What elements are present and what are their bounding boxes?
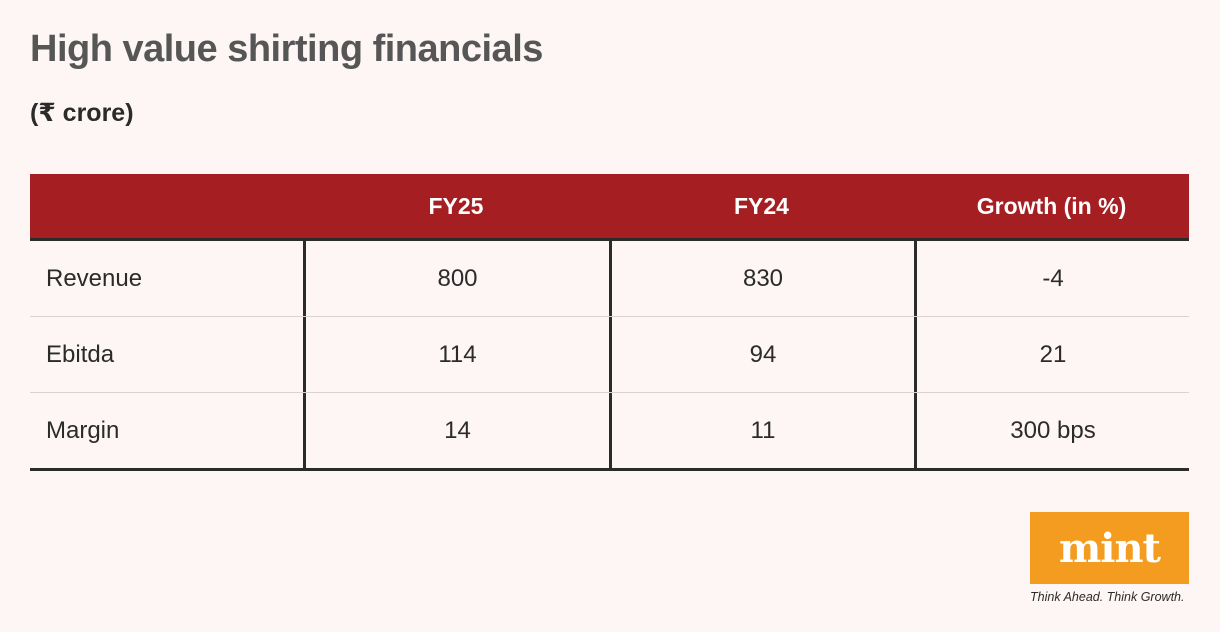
page-title: High value shirting financials (30, 28, 543, 70)
logo-text: mint (1058, 524, 1161, 572)
cell-fy25: 800 (303, 241, 609, 316)
table-row: Margin 14 11 300 bps (30, 393, 1189, 471)
header-cell-growth: Growth (in %) (976, 192, 1127, 219)
table-row: Ebitda 114 94 21 (30, 317, 1189, 393)
row-label: Margin (46, 416, 120, 444)
financials-table: FY25 FY24 Growth (in %) Revenue 800 830 … (30, 174, 1189, 471)
logo-tagline: Think Ahead. Think Growth. (1030, 590, 1185, 604)
cell-growth: 300 bps (914, 393, 1189, 468)
cell-fy24: 94 (609, 317, 914, 392)
cell-fy24: 11 (609, 393, 914, 468)
page-subtitle: (₹ crore) (30, 99, 134, 127)
header-cell-fy25: FY25 (428, 192, 484, 219)
cell-fy25: 14 (303, 393, 609, 468)
cell-growth: 21 (914, 317, 1189, 392)
row-label: Ebitda (46, 340, 115, 368)
header-cell-label (30, 174, 303, 238)
table-row: Revenue 800 830 -4 (30, 241, 1189, 317)
cell-fy25: 114 (303, 317, 609, 392)
table-header: FY25 FY24 Growth (in %) (30, 174, 1189, 241)
header-cell-fy24: FY24 (734, 192, 789, 219)
row-label: Revenue (46, 264, 143, 292)
cell-fy24: 830 (609, 241, 914, 316)
mint-logo: mint (1030, 512, 1189, 584)
cell-growth: -4 (914, 241, 1189, 316)
